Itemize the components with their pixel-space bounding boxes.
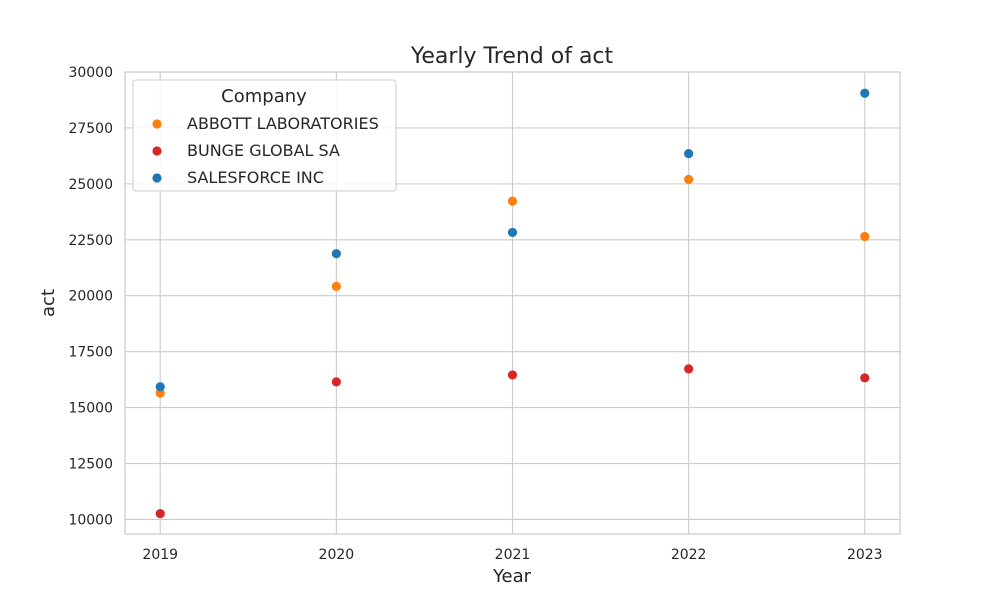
- legend-title: Company: [221, 86, 307, 107]
- data-point: [860, 373, 870, 383]
- y-tick-label: 15000: [68, 401, 113, 417]
- y-tick-label: 25000: [68, 177, 113, 193]
- x-tick-labels: 2019 2020 2021 2022 2023: [142, 547, 882, 563]
- y-tick-labels: 10000 12500 15000 17500 20000 22500 25000 27500…: [68, 65, 113, 528]
- legend-items: ABBOTT LABORATORIES BUNGE GLOBAL SA SALESF…: [152, 114, 379, 187]
- legend-marker: [152, 173, 162, 183]
- legend-marker: [152, 146, 162, 156]
- y-tick-label: 12500: [68, 457, 113, 473]
- x-tick-label: 2019: [142, 547, 178, 563]
- legend-entry: BUNGE GLOBAL SA: [187, 141, 340, 160]
- data-point: [155, 382, 165, 392]
- y-tick-label: 10000: [68, 512, 113, 528]
- x-tick-label: 2021: [495, 547, 531, 563]
- y-tick-label: 20000: [68, 289, 113, 305]
- data-point: [331, 281, 341, 291]
- y-tick-label: 17500: [68, 345, 113, 361]
- data-point: [507, 370, 518, 380]
- legend-entry: SALESFORCE INC: [187, 168, 324, 187]
- y-tick-label: 30000: [68, 65, 113, 81]
- x-tick-label: 2020: [319, 547, 355, 563]
- x-tick-label: 2022: [671, 547, 707, 563]
- y-axis-label: act: [38, 289, 59, 317]
- data-point: [684, 364, 694, 374]
- legend: Company ABBOTT LABORATORIES BUNGE GLOBAL …: [132, 79, 397, 192]
- y-tick-label: 22500: [68, 233, 113, 249]
- data-point: [507, 196, 518, 206]
- data-point: [860, 231, 870, 242]
- chart-title: Yearly Trend of act: [410, 44, 614, 69]
- x-tick-label: 2023: [847, 547, 883, 563]
- data-point: [860, 88, 870, 98]
- x-axis-label: Year: [492, 566, 532, 587]
- data-point: [507, 227, 518, 238]
- data-point: [684, 149, 694, 159]
- data-point: [331, 249, 341, 259]
- legend-marker: [152, 119, 162, 129]
- data-point: [331, 377, 341, 387]
- plot-area: [124, 71, 901, 535]
- data-point: [684, 174, 694, 184]
- data-point: [155, 509, 165, 519]
- legend-box: [132, 79, 397, 192]
- y-tick-label: 27500: [68, 121, 113, 137]
- legend-entry: ABBOTT LABORATORIES: [187, 114, 379, 133]
- data-points: [155, 88, 870, 519]
